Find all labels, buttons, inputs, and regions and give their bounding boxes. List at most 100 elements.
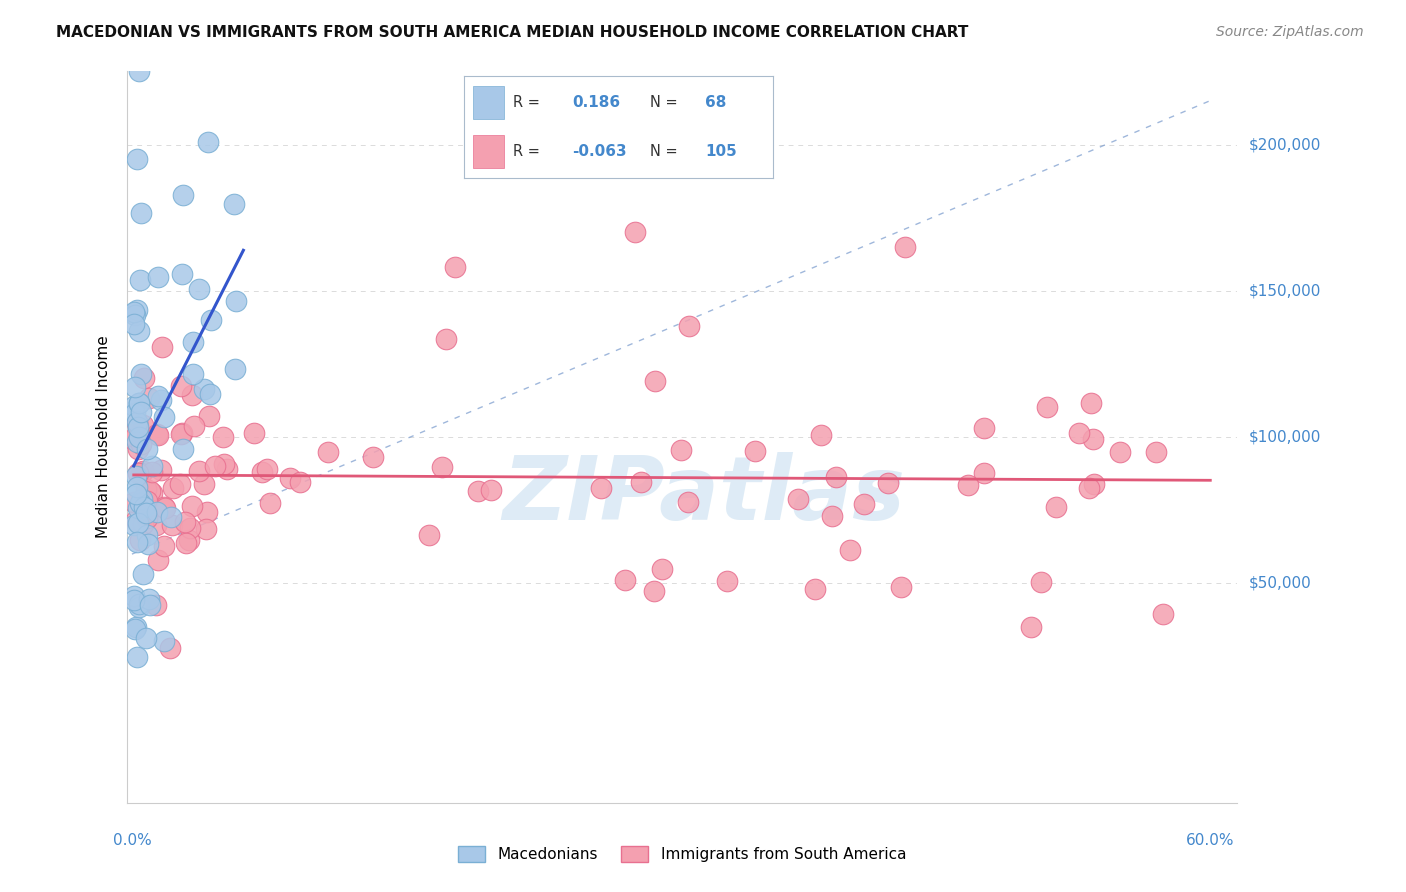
Point — [162, 481, 184, 495]
Point — [430, 460, 453, 475]
Point — [146, 428, 169, 442]
Point — [744, 444, 766, 458]
Point — [127, 466, 149, 480]
Point — [643, 583, 665, 598]
Point — [183, 418, 205, 433]
Point — [124, 622, 146, 636]
Point — [250, 465, 273, 479]
Text: $200,000: $200,000 — [1249, 137, 1320, 152]
Point — [894, 240, 917, 254]
Point — [224, 197, 246, 211]
Text: R =: R = — [513, 95, 546, 110]
Point — [127, 152, 149, 166]
Point — [146, 505, 169, 519]
Point — [124, 430, 146, 444]
Point — [127, 442, 149, 457]
Point — [644, 374, 666, 388]
Point — [956, 478, 979, 492]
Text: N =: N = — [650, 95, 682, 110]
Point — [132, 418, 155, 433]
Point — [149, 393, 172, 408]
Point — [146, 553, 169, 567]
Point — [141, 465, 163, 479]
Point — [132, 464, 155, 478]
Point — [479, 483, 502, 498]
Point — [132, 567, 155, 582]
Point — [678, 318, 700, 333]
Point — [127, 303, 149, 318]
Point — [169, 476, 191, 491]
Point — [676, 495, 699, 509]
Point — [125, 415, 148, 429]
Point — [1083, 476, 1105, 491]
Bar — [474, 87, 505, 119]
Point — [1080, 396, 1102, 410]
Point — [174, 516, 197, 530]
Point — [139, 484, 162, 499]
Point — [1109, 444, 1132, 458]
Point — [177, 533, 200, 547]
Point — [146, 389, 169, 403]
Text: Source: ZipAtlas.com: Source: ZipAtlas.com — [1216, 25, 1364, 39]
Point — [1045, 500, 1067, 514]
Point — [155, 500, 177, 515]
Point — [212, 430, 235, 444]
Point — [1029, 575, 1052, 590]
Point — [131, 491, 153, 506]
Point — [1067, 425, 1090, 440]
Point — [160, 510, 183, 524]
Text: N =: N = — [650, 145, 682, 160]
Point — [145, 599, 167, 613]
Point — [128, 396, 150, 410]
Point — [125, 487, 148, 501]
Point — [129, 533, 152, 548]
Point — [363, 450, 385, 465]
Point — [170, 378, 193, 392]
Text: -0.063: -0.063 — [572, 145, 627, 160]
Point — [128, 324, 150, 338]
Point — [129, 404, 152, 418]
Point — [127, 420, 149, 434]
Point — [160, 518, 183, 533]
Point — [124, 407, 146, 421]
Point — [418, 528, 440, 542]
Point — [198, 387, 221, 401]
Point — [434, 332, 457, 346]
Point — [122, 593, 145, 607]
Point — [122, 494, 145, 508]
Point — [197, 135, 219, 149]
Point — [127, 417, 149, 431]
Point — [170, 268, 193, 282]
Point — [669, 442, 692, 457]
Point — [839, 543, 862, 558]
Text: 60.0%: 60.0% — [1187, 833, 1234, 848]
Point — [1081, 432, 1104, 446]
Point — [156, 0, 179, 5]
Point — [1036, 400, 1059, 414]
Point — [614, 574, 637, 588]
Point — [135, 528, 157, 542]
Point — [716, 574, 738, 588]
Point — [193, 477, 215, 491]
Point — [129, 436, 152, 450]
Text: MACEDONIAN VS IMMIGRANTS FROM SOUTH AMERICA MEDIAN HOUSEHOLD INCOME CORRELATION : MACEDONIAN VS IMMIGRANTS FROM SOUTH AMER… — [56, 25, 969, 40]
Point — [225, 293, 247, 308]
Point — [124, 380, 146, 394]
Point — [122, 318, 145, 332]
Point — [122, 399, 145, 413]
Point — [128, 430, 150, 444]
Point — [135, 442, 157, 456]
Point — [129, 206, 152, 220]
Point — [125, 513, 148, 527]
Point — [153, 410, 176, 425]
Text: ZIPatlas: ZIPatlas — [502, 452, 905, 539]
Point — [591, 481, 613, 495]
Point — [200, 312, 222, 326]
Point — [146, 426, 169, 441]
Point — [128, 599, 150, 614]
Point — [124, 308, 146, 322]
Point — [135, 511, 157, 525]
Point — [131, 466, 153, 480]
Point — [195, 505, 218, 519]
Point — [188, 464, 211, 478]
